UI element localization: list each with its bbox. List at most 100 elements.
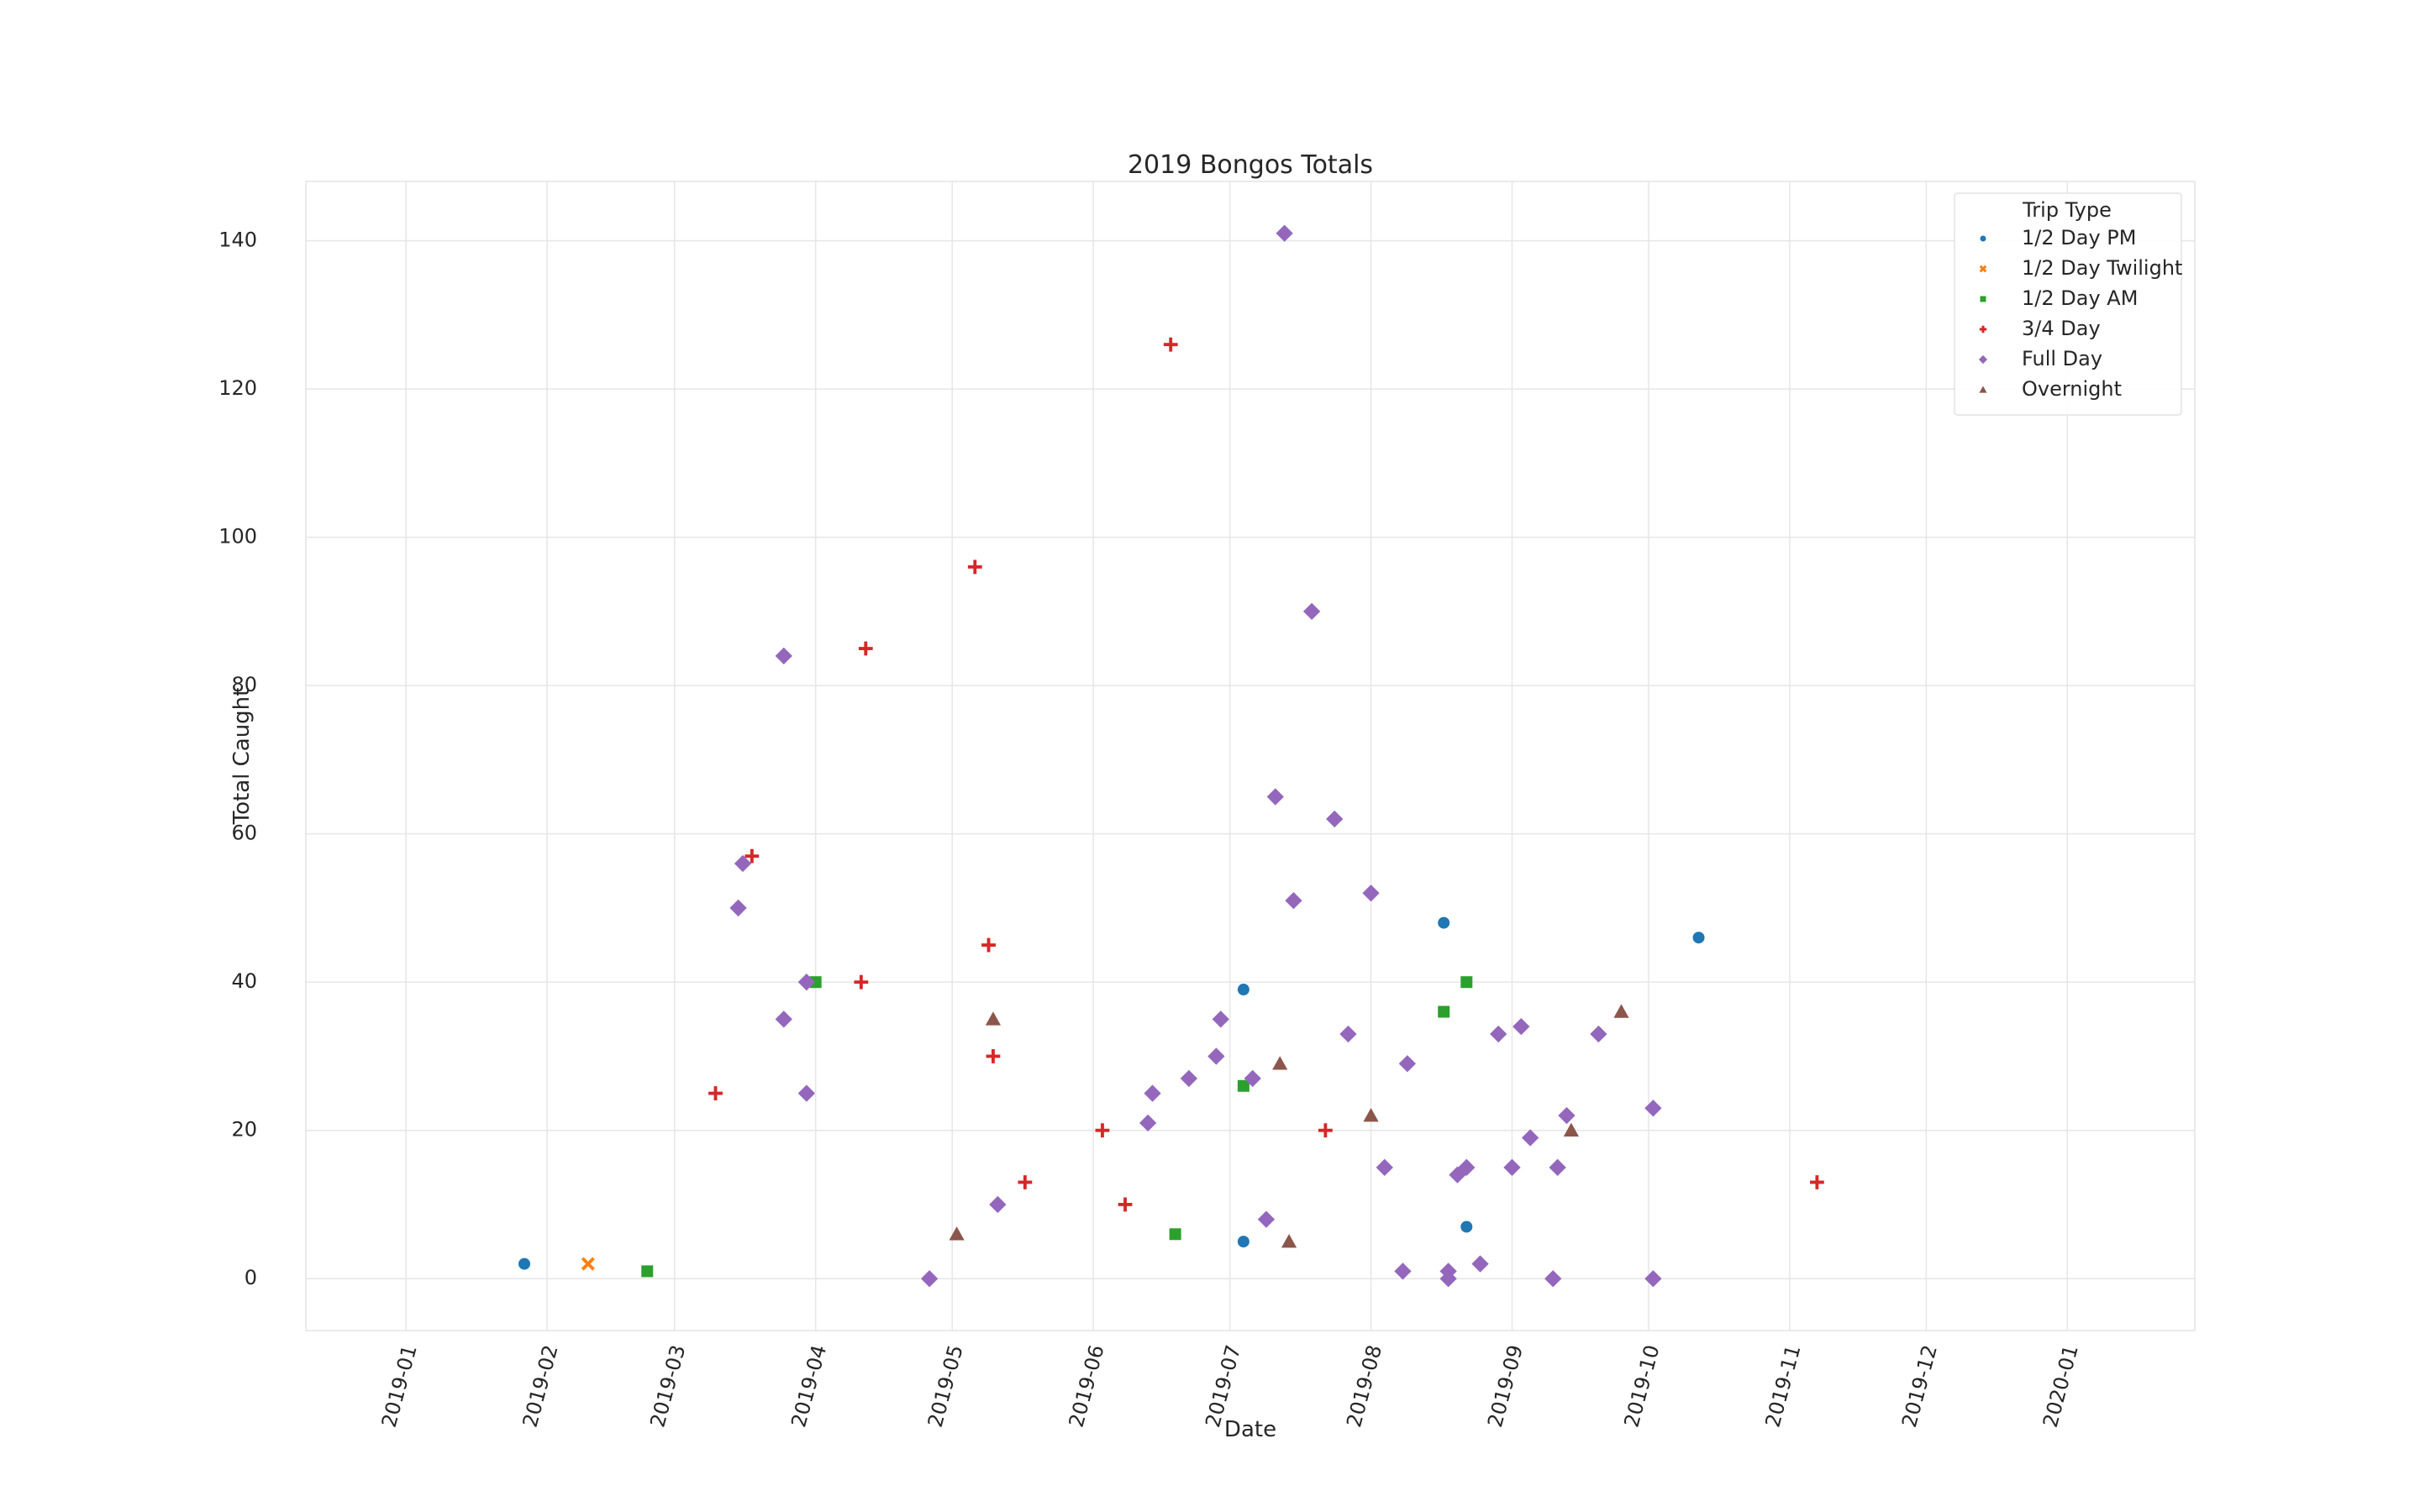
data-point xyxy=(1512,1017,1530,1036)
y-axis-label: Total Caught xyxy=(229,688,255,826)
legend-marker xyxy=(1980,296,1986,302)
data-point xyxy=(797,974,816,991)
y-tick-label: 40 xyxy=(231,969,257,993)
legend-marker xyxy=(1978,354,1988,365)
data-point xyxy=(1244,1069,1261,1088)
data-point xyxy=(967,559,982,575)
data-point xyxy=(1644,1270,1662,1288)
data-point xyxy=(1692,932,1705,944)
x-tick-label: 2019-04 xyxy=(786,1342,831,1430)
x-tick-label: 2019-02 xyxy=(518,1342,563,1430)
legend-item: 1/2 Day Twilight xyxy=(1979,256,2182,280)
data-point xyxy=(1237,984,1249,996)
series-1-2-day-pm xyxy=(518,916,1705,1270)
data-point xyxy=(1339,1025,1357,1043)
data-point xyxy=(1521,1129,1539,1147)
data-point xyxy=(1558,1106,1576,1125)
data-point xyxy=(1169,1228,1181,1241)
legend-box xyxy=(1954,192,2182,416)
data-point xyxy=(1398,1055,1417,1073)
data-point xyxy=(1139,1114,1157,1132)
data-point xyxy=(1318,1123,1333,1138)
legend-label: 1/2 Day PM xyxy=(2022,226,2136,249)
legend-label: 1/2 Day AM xyxy=(2022,286,2138,310)
y-tick-label: 140 xyxy=(218,228,257,252)
data-point xyxy=(1613,1004,1629,1018)
data-point xyxy=(1285,891,1302,910)
y-tick-label: 80 xyxy=(231,673,257,696)
data-point xyxy=(1544,1270,1562,1288)
data-point xyxy=(985,1011,1002,1026)
x-tick-label: 2019-10 xyxy=(1620,1342,1665,1430)
data-point xyxy=(775,1011,792,1028)
legend-item: 1/2 Day PM xyxy=(1980,226,2136,249)
series-1-2-day-twilight xyxy=(581,1257,595,1271)
data-point xyxy=(1394,1263,1412,1280)
y-tick-label: 20 xyxy=(231,1118,257,1142)
legend-label: 1/2 Day Twilight xyxy=(2022,256,2182,280)
data-point xyxy=(1460,976,1473,989)
data-point xyxy=(734,854,752,873)
data-point xyxy=(1180,1069,1198,1088)
data-point xyxy=(989,1195,1007,1214)
legend-marker xyxy=(1979,265,1987,273)
data-point xyxy=(1471,1255,1489,1273)
data-point xyxy=(1458,1158,1476,1176)
data-point xyxy=(518,1257,531,1270)
legend-items: 1/2 Day PM 1/2 Day Twilight 1/2 Day AM 3/4 … xyxy=(1978,226,2182,401)
legend: Trip Type 1/2 Day PM 1/2 Day Twilight 1/2 … xyxy=(1954,192,2182,416)
data-point xyxy=(809,976,822,989)
data-point xyxy=(1590,1025,1607,1043)
data-point xyxy=(1438,1005,1450,1018)
x-tick-label: 2020-01 xyxy=(2039,1342,2083,1430)
data-point xyxy=(1163,337,1178,352)
chart-title: 2019 Bongos Totals xyxy=(1128,150,1373,180)
data-point xyxy=(1810,1175,1824,1189)
data-point xyxy=(1302,602,1321,621)
data-point xyxy=(708,1086,723,1100)
legend-marker xyxy=(1979,325,1987,333)
series-full-day xyxy=(729,224,1662,1288)
data-point xyxy=(1503,1158,1521,1176)
data-point xyxy=(1272,1056,1288,1070)
y-tick-label: 60 xyxy=(231,822,257,845)
legend-title: Trip Type xyxy=(2022,198,2112,222)
data-point xyxy=(1563,1122,1579,1137)
data-point xyxy=(1266,788,1284,806)
y-tick-label: 120 xyxy=(218,376,257,400)
data-point xyxy=(1438,916,1450,929)
data-point xyxy=(1363,1107,1379,1122)
data-point xyxy=(1212,1011,1229,1028)
x-tick-label: 2019-09 xyxy=(1483,1342,1528,1430)
data-point xyxy=(1144,1084,1161,1102)
y-tick-label: 0 xyxy=(245,1266,257,1289)
data-point xyxy=(1460,1221,1473,1233)
data-point xyxy=(581,1257,595,1271)
x-axis-label: Date xyxy=(1224,1417,1276,1442)
x-tick-label: 2019-05 xyxy=(923,1342,968,1430)
legend-item: Overnight xyxy=(1979,377,2122,401)
data-point xyxy=(744,848,760,864)
legend-marker xyxy=(1980,235,1986,242)
data-point xyxy=(1018,1175,1033,1189)
data-point xyxy=(1439,1270,1457,1288)
data-point xyxy=(641,1265,654,1278)
y-tick-label: 100 xyxy=(218,525,257,549)
legend-item: Full Day xyxy=(1978,347,2102,370)
data-point xyxy=(1257,1210,1276,1228)
x-tick-label: 2019-06 xyxy=(1065,1342,1109,1430)
data-point xyxy=(1281,1233,1297,1248)
data-point xyxy=(1118,1197,1133,1212)
data-point xyxy=(949,1226,965,1241)
data-point xyxy=(729,899,747,917)
data-point xyxy=(797,1084,816,1102)
x-tick-label: 2019-11 xyxy=(1760,1342,1805,1430)
data-point xyxy=(1376,1158,1393,1176)
x-tick-label: 2019-12 xyxy=(1897,1342,1942,1430)
data-point xyxy=(981,937,996,953)
data-point xyxy=(1549,1158,1566,1176)
data-point xyxy=(775,647,792,665)
data-point xyxy=(986,1049,1001,1063)
legend-marker xyxy=(1979,386,1987,393)
